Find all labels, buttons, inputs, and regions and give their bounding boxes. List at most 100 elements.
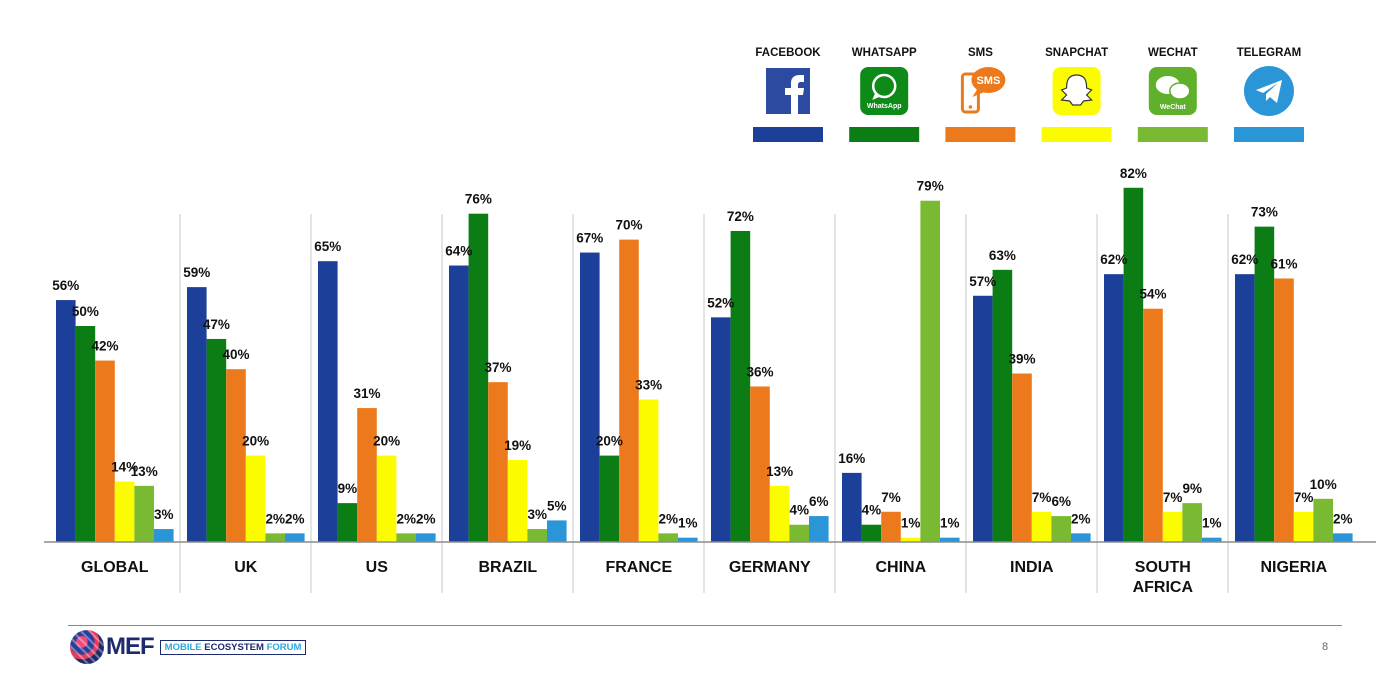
data-label-germany-sms: 36% bbox=[746, 364, 773, 379]
bar-china-facebook bbox=[842, 472, 862, 542]
bar-india-whatsapp bbox=[992, 269, 1013, 542]
page-number: 8 bbox=[1322, 641, 1329, 653]
bar-nigeria-wechat bbox=[1313, 498, 1333, 542]
bar-china-telegram bbox=[940, 537, 960, 542]
legend: FACEBOOK WHATSAPP WhatsApp SMS SMS SNAPCHAT WE… bbox=[753, 47, 1304, 142]
mef-logo: MEF MOBILE ECOSYSTEM FORUM bbox=[70, 629, 307, 665]
category-label-china: CHINA bbox=[875, 559, 926, 576]
data-label-india-wechat: 6% bbox=[1051, 494, 1071, 509]
category-label-brazil: BRAZIL bbox=[478, 559, 537, 576]
logo-tagline-ecosystem: ECOSYSTEM bbox=[201, 641, 267, 653]
data-label-global-whatsapp: 50% bbox=[72, 304, 99, 319]
data-label-us-whatsapp: 9% bbox=[338, 481, 358, 496]
category-label-india: INDIA bbox=[1010, 559, 1054, 576]
bar-france-telegram bbox=[678, 537, 698, 542]
bar-brazil-whatsapp bbox=[468, 213, 489, 542]
data-label-india-sms: 39% bbox=[1008, 352, 1035, 367]
data-label-india-telegram: 2% bbox=[1071, 511, 1091, 526]
data-label-nigeria-facebook: 62% bbox=[1231, 252, 1258, 267]
data-label-germany-snapchat: 13% bbox=[766, 464, 793, 479]
data-label-uk-sms: 40% bbox=[222, 347, 249, 362]
bar-south-africa-snapchat bbox=[1162, 511, 1183, 542]
legend-label-wechat: WECHAT bbox=[1148, 47, 1198, 59]
data-label-us-facebook: 65% bbox=[314, 239, 341, 254]
bar-south-africa-wechat bbox=[1182, 503, 1202, 542]
data-label-germany-telegram: 6% bbox=[809, 494, 829, 509]
wechat-icon: WeChat bbox=[1148, 67, 1197, 115]
data-label-nigeria-wechat: 10% bbox=[1310, 477, 1337, 492]
bar-germany-snapchat bbox=[769, 485, 790, 542]
logo-tagline: MOBILE ECOSYSTEM FORUM bbox=[159, 639, 307, 655]
legend-swatch-sms bbox=[945, 127, 1016, 142]
bar-uk-whatsapp bbox=[206, 338, 227, 542]
bar-france-snapchat bbox=[638, 399, 659, 542]
data-label-germany-facebook: 52% bbox=[707, 295, 734, 310]
legend-label-snapchat: SNAPCHAT bbox=[1045, 47, 1108, 59]
data-label-us-sms: 31% bbox=[353, 386, 380, 401]
data-label-global-sms: 42% bbox=[91, 339, 118, 354]
legend-label-sms: SMS bbox=[968, 47, 993, 59]
data-label-china-sms: 7% bbox=[881, 490, 901, 505]
legend-label-telegram: TELEGRAM bbox=[1237, 47, 1302, 59]
legend-item-facebook: FACEBOOK bbox=[753, 47, 823, 142]
bar-india-wechat bbox=[1051, 516, 1071, 542]
data-label-south-africa-telegram: 1% bbox=[1202, 516, 1222, 531]
legend-item-whatsapp: WHATSAPP WhatsApp bbox=[849, 47, 920, 142]
bar-india-facebook bbox=[973, 295, 993, 542]
svg-text:WeChat: WeChat bbox=[1160, 104, 1187, 111]
logo-tagline-mobile: MOBILE bbox=[164, 641, 202, 653]
bar-uk-sms bbox=[226, 369, 246, 542]
data-label-brazil-wechat: 3% bbox=[527, 507, 547, 522]
bar-south-africa-telegram bbox=[1202, 537, 1222, 542]
data-label-global-telegram: 3% bbox=[154, 507, 174, 522]
category-label-france: FRANCE bbox=[605, 559, 672, 576]
bar-us-whatsapp bbox=[337, 503, 358, 542]
data-label-france-facebook: 67% bbox=[576, 231, 603, 246]
bar-south-africa-sms bbox=[1143, 308, 1163, 542]
data-label-brazil-snapchat: 19% bbox=[504, 438, 531, 453]
bar-brazil-facebook bbox=[449, 265, 469, 542]
data-label-nigeria-sms: 61% bbox=[1270, 256, 1297, 271]
bar-brazil-sms bbox=[488, 382, 508, 542]
bar-brazil-telegram bbox=[547, 520, 567, 542]
data-label-nigeria-snapchat: 7% bbox=[1294, 490, 1314, 505]
bar-uk-wechat bbox=[265, 533, 285, 542]
svg-text:SMS: SMS bbox=[976, 75, 1000, 87]
category-label-germany: GERMANY bbox=[729, 559, 811, 576]
data-label-uk-telegram: 2% bbox=[285, 511, 305, 526]
legend-swatch-whatsapp bbox=[849, 127, 920, 142]
data-label-china-wechat: 79% bbox=[917, 179, 944, 194]
category-label-south-africa: SOUTH AFRICA bbox=[1133, 559, 1194, 596]
bar-global-whatsapp bbox=[75, 326, 96, 542]
bar-china-whatsapp bbox=[861, 524, 882, 542]
data-labels: 56%50%42%14%13%3%59%47%40%20%2% 2%65%9%31… bbox=[52, 166, 1352, 531]
bar-global-sms bbox=[95, 360, 115, 542]
legend-item-wechat: WECHAT WeChat bbox=[1137, 47, 1208, 142]
legend-label-facebook: FACEBOOK bbox=[755, 47, 821, 59]
bar-us-snapchat bbox=[376, 455, 397, 542]
data-label-germany-whatsapp: 72% bbox=[727, 209, 754, 224]
bar-south-africa-facebook bbox=[1104, 274, 1124, 542]
category-label-us: US bbox=[366, 559, 389, 576]
bar-india-sms bbox=[1012, 373, 1032, 542]
bar-global-telegram bbox=[154, 529, 174, 542]
bar-france-facebook bbox=[580, 252, 600, 542]
data-label-brazil-facebook: 64% bbox=[445, 244, 472, 259]
sms-icon: SMS bbox=[960, 67, 1006, 114]
data-label-china-whatsapp: 4% bbox=[862, 503, 882, 518]
data-label-brazil-sms: 37% bbox=[484, 360, 511, 375]
legend-item-snapchat: SNAPCHAT bbox=[1041, 47, 1112, 142]
data-label-france-wechat: 2% bbox=[658, 511, 678, 526]
logo-wordmark: MEF bbox=[106, 633, 155, 660]
data-label-global-facebook: 56% bbox=[52, 278, 79, 293]
bar-germany-whatsapp bbox=[730, 230, 751, 542]
legend-item-telegram: TELEGRAM bbox=[1234, 47, 1304, 142]
bar-us-facebook bbox=[318, 261, 338, 542]
data-label-nigeria-whatsapp: 73% bbox=[1251, 205, 1278, 220]
data-label-uk-wechat: 2% bbox=[265, 511, 285, 526]
bars bbox=[56, 187, 1353, 542]
bar-nigeria-snapchat bbox=[1293, 511, 1314, 542]
data-label-uk-facebook: 59% bbox=[183, 265, 210, 280]
data-label-germany-wechat: 4% bbox=[789, 503, 809, 518]
